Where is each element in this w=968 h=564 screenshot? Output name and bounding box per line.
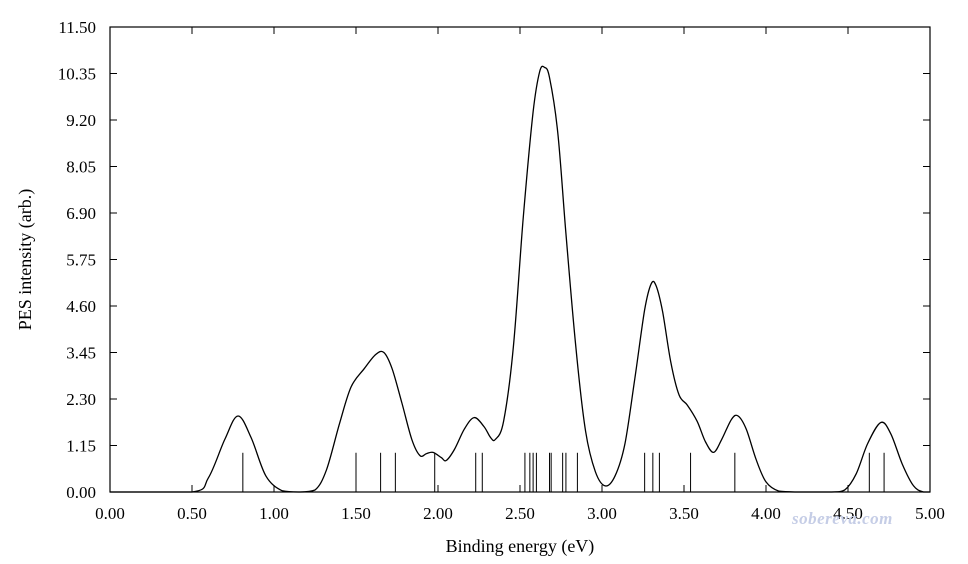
y-tick-label: 0.00 — [66, 483, 96, 502]
y-tick-label: 8.05 — [66, 158, 96, 177]
x-tick-label: 3.50 — [669, 504, 699, 523]
y-tick-label: 2.30 — [66, 390, 96, 409]
x-axis-label: Binding energy (eV) — [446, 536, 595, 557]
y-tick-label: 11.50 — [58, 18, 96, 37]
x-tick-label: 4.50 — [833, 504, 863, 523]
x-tick-label: 2.50 — [505, 504, 535, 523]
x-tick-label: 0.00 — [95, 504, 125, 523]
x-tick-label: 1.50 — [341, 504, 371, 523]
x-tick-label: 5.00 — [915, 504, 945, 523]
watermark-text: sobereva.com — [792, 509, 893, 528]
y-tick-label: 10.35 — [58, 65, 96, 84]
y-tick-label: 9.20 — [66, 111, 96, 130]
stick-lines — [242, 452, 885, 492]
y-tick-label: 3.45 — [66, 344, 96, 363]
y-axis-label: PES intensity (arb.) — [15, 189, 36, 331]
plot-frame — [109, 26, 931, 493]
pes-curve — [109, 65, 930, 493]
x-tick-label: 4.00 — [751, 504, 781, 523]
y-tick-label: 6.90 — [66, 204, 96, 223]
y-tick-label: 1.15 — [66, 437, 96, 456]
x-tick-label: 2.00 — [423, 504, 453, 523]
y-tick-label: 4.60 — [66, 297, 96, 316]
tick-labels: 0.00 0.50 1.00 1.50 2.00 2.50 3.00 3.50 4.00 4.50… — [58, 18, 945, 523]
x-tick-label: 1.00 — [259, 504, 289, 523]
x-tick-label: 0.50 — [177, 504, 207, 523]
y-tick-label: 5.75 — [66, 251, 96, 270]
x-tick-label: 3.00 — [587, 504, 617, 523]
